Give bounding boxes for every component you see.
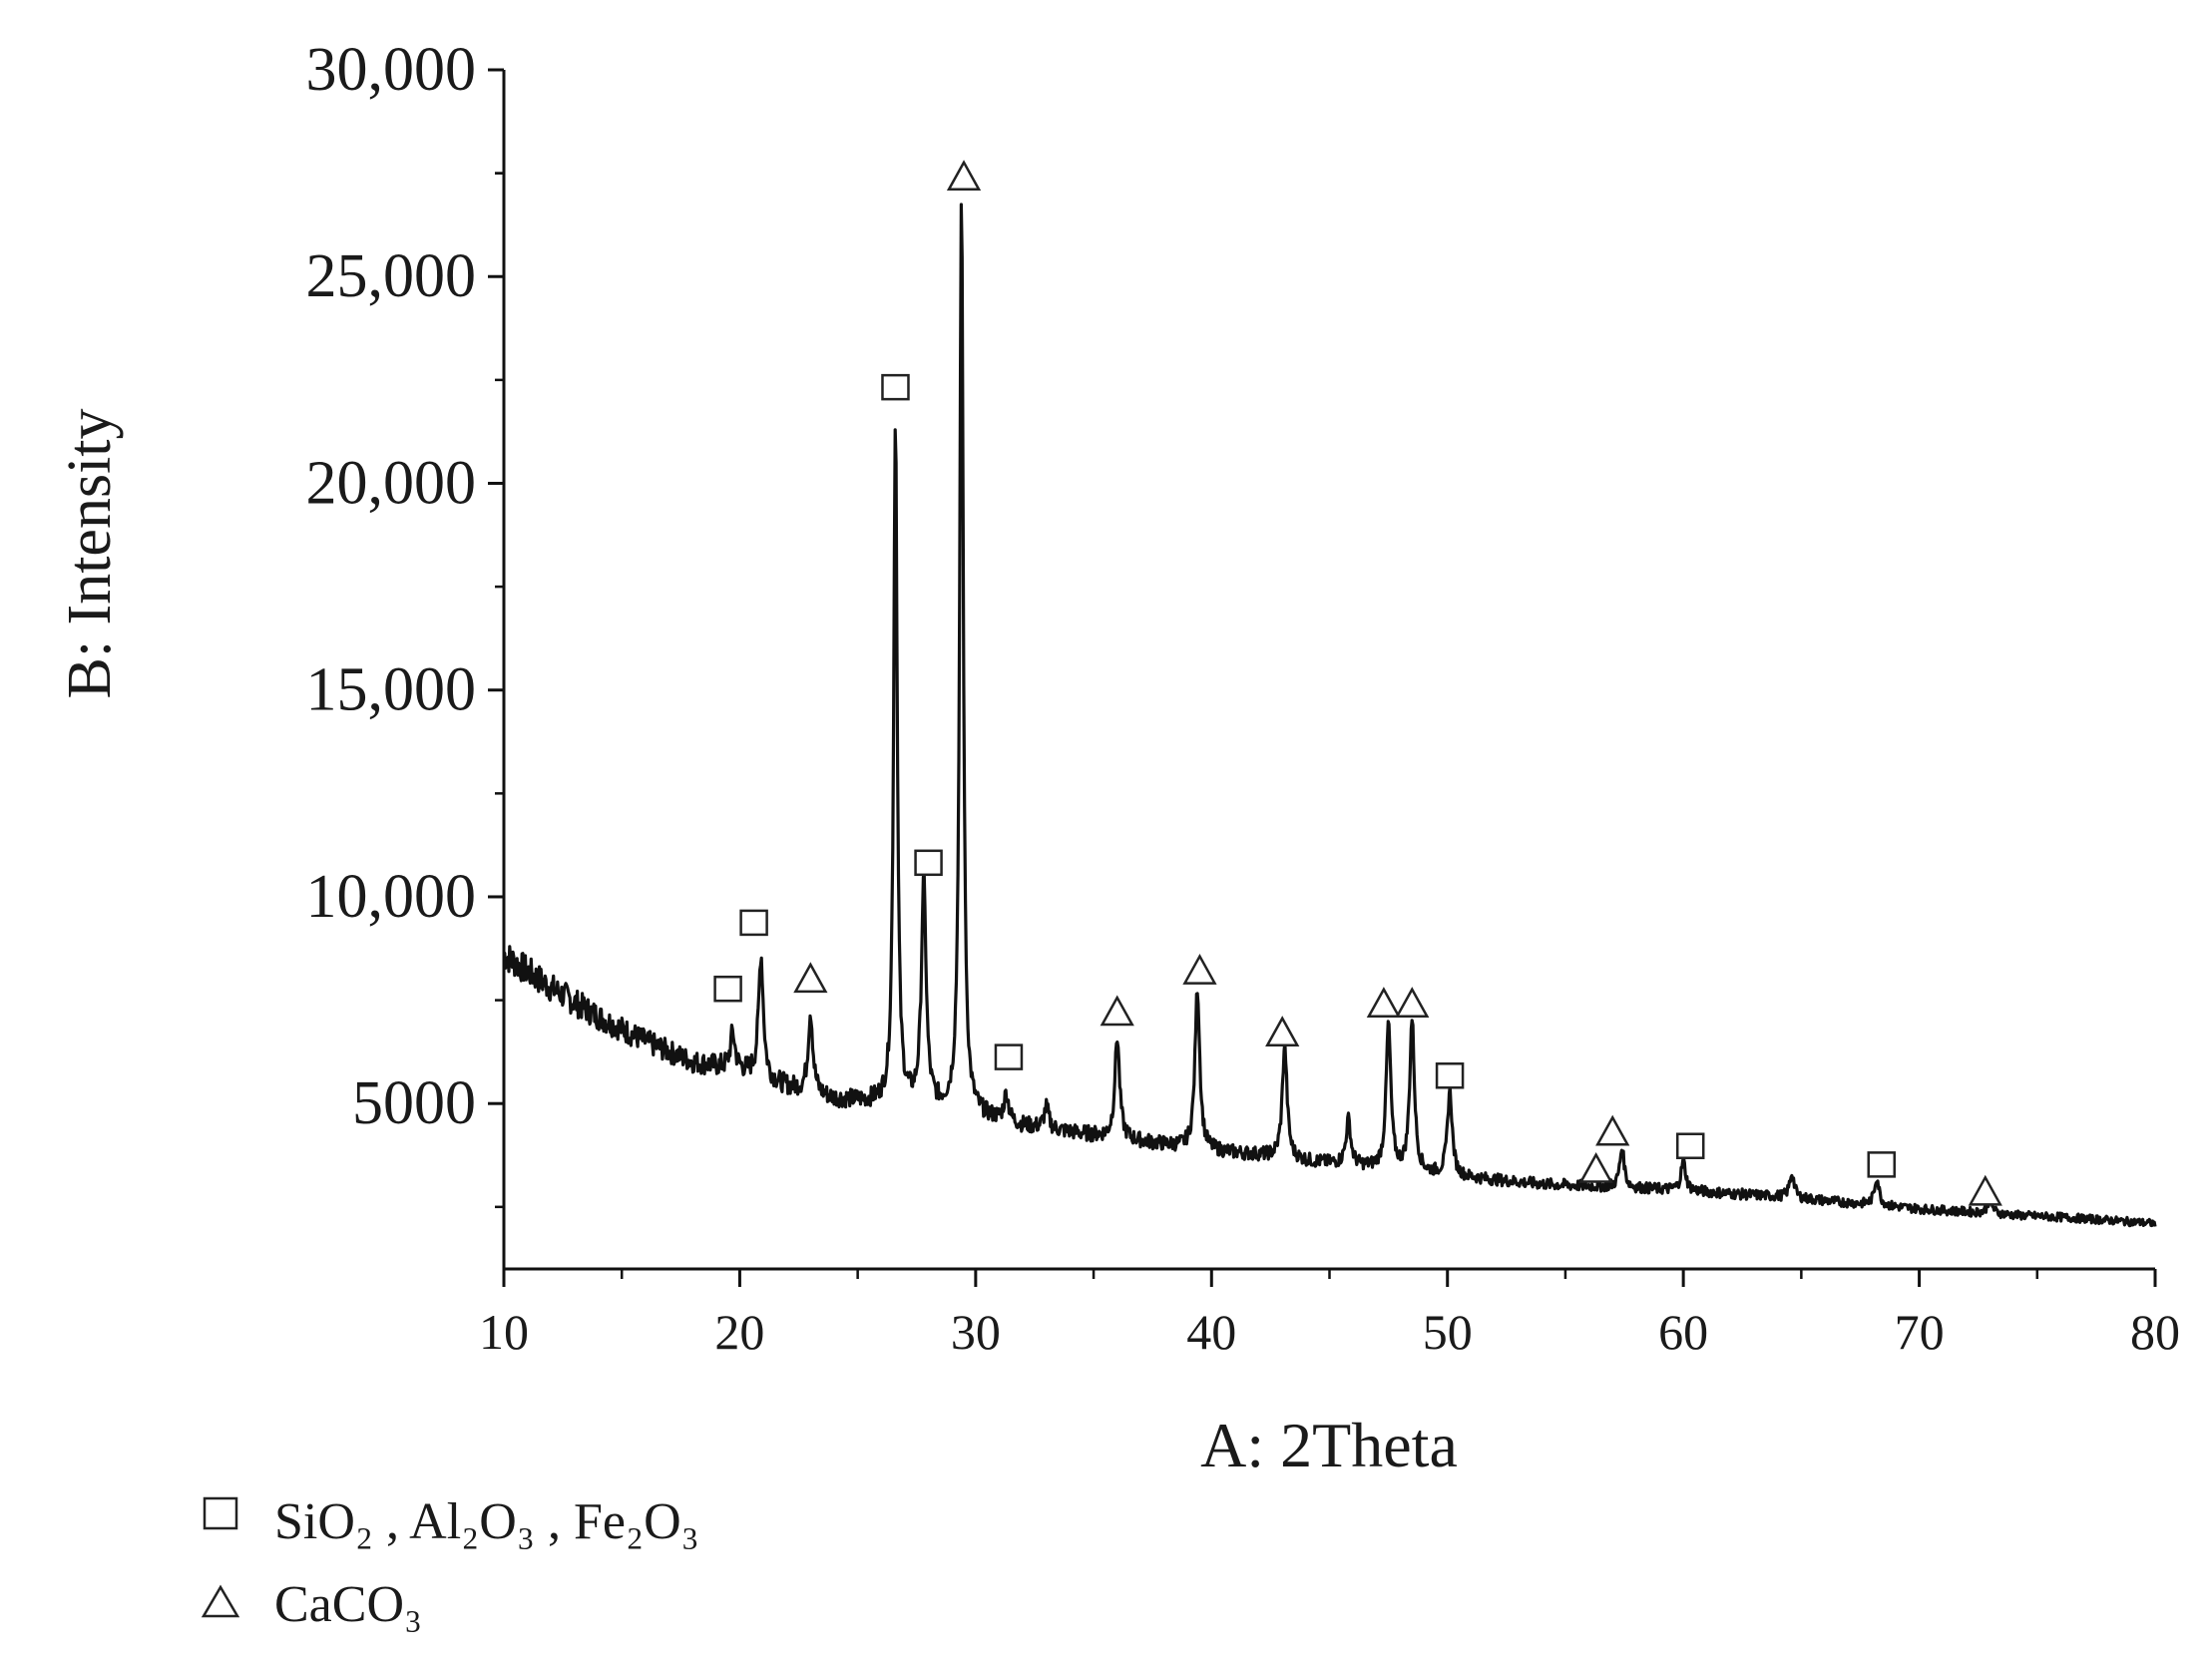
x-ticks: 10 20 30 40 50 60 70 80 (479, 1269, 2180, 1360)
triangle-peak-marker (1578, 1151, 1613, 1183)
y-tick-label: 5000 (352, 1069, 476, 1137)
legend-label-oxides: SiO₂ , Al₂O₃ , Fe₂O₃ (274, 1493, 699, 1550)
x-tick-label: 40 (1186, 1304, 1236, 1360)
xrd-intensity-trace (502, 203, 2157, 1228)
triangle-peak-marker (1366, 987, 1402, 1018)
triangle-peak-marker (946, 160, 982, 192)
triangle-peak-marker (1395, 987, 1430, 1018)
square-peak-marker (1435, 1062, 1465, 1089)
x-axis-title: A: 2Theta (1200, 1410, 1458, 1480)
triangle-peak-marker (793, 962, 828, 994)
triangle-peak-marker (1968, 1174, 2002, 1206)
square-peak-marker (914, 849, 943, 877)
legend-triangle-marker (201, 1584, 240, 1618)
triangle-peak-marker (1182, 953, 1217, 985)
triangle-peak-marker (1100, 995, 1134, 1027)
triangle-peak-marker (1265, 1016, 1300, 1046)
y-tick-label: 20,000 (306, 449, 477, 517)
y-tick-label: 10,000 (306, 863, 477, 931)
x-tick-label: 20 (714, 1304, 764, 1360)
x-tick-label: 70 (1895, 1304, 1945, 1360)
square-peak-marker (739, 909, 768, 937)
x-tick-label: 50 (1423, 1304, 1473, 1360)
x-tick-label: 80 (2130, 1304, 2180, 1360)
y-tick-label: 15,000 (306, 656, 477, 724)
y-ticks: 5000 10,000 15,000 20,000 25,000 30,000 (306, 36, 504, 1209)
peak-markers (713, 160, 2002, 1206)
y-tick-label: 30,000 (306, 36, 477, 104)
x-tick-label: 10 (479, 1304, 529, 1360)
axes (502, 70, 2155, 1271)
triangle-peak-marker (1595, 1114, 1630, 1146)
square-peak-marker (1867, 1151, 1896, 1178)
y-tick-label: 25,000 (306, 242, 477, 310)
square-peak-marker (713, 975, 742, 1003)
square-peak-marker (1675, 1132, 1705, 1159)
x-tick-label: 60 (1658, 1304, 1708, 1360)
legend-square-marker (203, 1496, 238, 1530)
square-peak-marker (881, 373, 910, 401)
x-tick-label: 30 (951, 1304, 1001, 1360)
legend-label-caco3: CaCO₃ (274, 1576, 422, 1633)
square-peak-marker (994, 1043, 1024, 1070)
legend: SiO₂ , Al₂O₃ , Fe₂O₃ CaCO₃ (201, 1493, 699, 1633)
y-axis-title: B: Intensity (56, 408, 124, 698)
